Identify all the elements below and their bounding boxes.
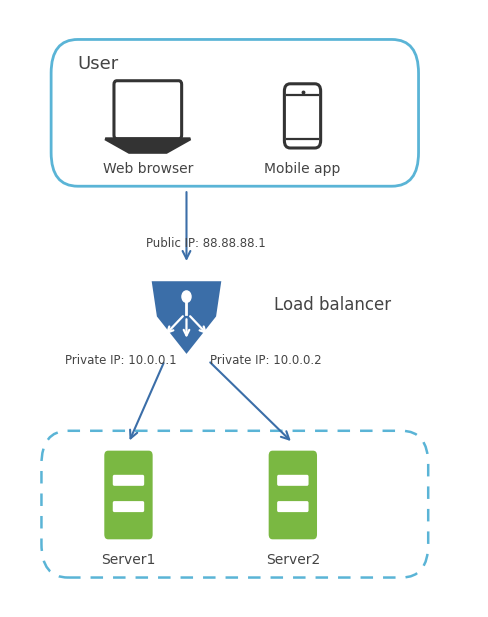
Text: Public IP: 88.88.88.1: Public IP: 88.88.88.1 [145, 238, 265, 251]
FancyBboxPatch shape [268, 450, 316, 539]
Text: Mobile app: Mobile app [264, 162, 340, 176]
Text: Server1: Server1 [101, 553, 155, 567]
FancyBboxPatch shape [113, 501, 144, 512]
FancyBboxPatch shape [114, 81, 181, 139]
Circle shape [182, 291, 191, 302]
FancyBboxPatch shape [104, 450, 152, 539]
Polygon shape [151, 281, 221, 354]
Text: User: User [78, 55, 119, 73]
FancyBboxPatch shape [284, 84, 320, 148]
Text: Private IP: 10.0.0.2: Private IP: 10.0.0.2 [210, 354, 322, 366]
Polygon shape [105, 139, 190, 152]
Text: Web browser: Web browser [102, 162, 193, 176]
Text: Private IP: 10.0.0.1: Private IP: 10.0.0.1 [65, 354, 177, 366]
Text: Server2: Server2 [265, 553, 319, 567]
FancyBboxPatch shape [277, 475, 308, 486]
Text: Load balancer: Load balancer [273, 296, 390, 315]
FancyBboxPatch shape [113, 475, 144, 486]
FancyBboxPatch shape [277, 501, 308, 512]
